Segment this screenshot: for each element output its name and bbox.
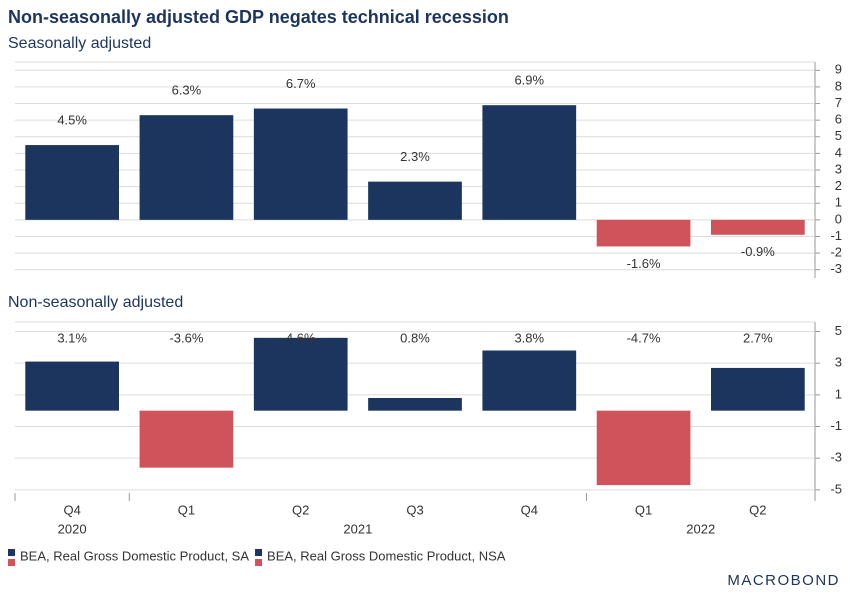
y-tick-label: 5 [835, 128, 842, 143]
bar [596, 219, 691, 247]
data-label: 2.3% [400, 149, 430, 164]
legend-swatch [8, 559, 15, 566]
data-label: -0.9% [741, 244, 775, 259]
y-tick-label: 4 [835, 145, 842, 160]
data-label: 6.7% [286, 76, 316, 91]
data-label: 3.1% [57, 330, 87, 345]
x-tick-label: Q4 [521, 502, 538, 517]
chart-title: Non-seasonally adjusted GDP negates tech… [8, 7, 509, 27]
y-tick-label: -5 [830, 481, 842, 496]
data-label: 6.9% [514, 73, 544, 88]
panel-subtitle: Non-seasonally adjusted [8, 294, 183, 311]
legend-swatch [255, 559, 263, 566]
data-label: 6.3% [172, 83, 202, 98]
data-label: 2.7% [743, 330, 773, 345]
bar [482, 105, 577, 220]
y-tick-label: -3 [830, 261, 842, 276]
x-tick-label: Q3 [406, 502, 423, 517]
bar [368, 398, 462, 411]
x-group-label: 2020 [58, 521, 87, 536]
y-tick-label: 1 [835, 386, 842, 401]
bar [139, 410, 234, 468]
legend-label: BEA, Real Gross Domestic Product, SA [20, 548, 249, 563]
data-label: -3.6% [169, 330, 203, 345]
y-tick-label: -3 [830, 450, 842, 465]
x-tick-label: Q2 [292, 502, 309, 517]
y-tick-label: -1 [830, 418, 842, 433]
legend-label: BEA, Real Gross Domestic Product, NSA [267, 548, 506, 563]
brand-logo: MACROBOND [727, 572, 840, 589]
x-tick-label: Q1 [178, 502, 195, 517]
y-tick-label: 5 [835, 323, 842, 338]
panel-subtitle: Seasonally adjusted [8, 35, 151, 52]
data-label: -4.7% [627, 330, 661, 345]
x-tick-label: Q4 [63, 502, 80, 517]
y-tick-label: 6 [835, 112, 842, 127]
y-tick-label: 3 [835, 161, 842, 176]
y-tick-label: -1 [830, 228, 842, 243]
data-label: 4.5% [57, 113, 87, 128]
bar [482, 350, 577, 411]
x-group-label: 2022 [686, 521, 715, 536]
y-tick-label: 7 [835, 95, 842, 110]
bar [596, 410, 691, 486]
bar [25, 145, 120, 220]
bar [711, 367, 805, 411]
data-label: 3.8% [514, 330, 544, 345]
bar [253, 337, 348, 411]
data-label: 0.8% [400, 330, 430, 345]
bar [368, 181, 462, 220]
legend-swatch [255, 549, 263, 556]
y-tick-label: -2 [830, 245, 842, 260]
legend-swatch [8, 549, 15, 556]
y-tick-label: 8 [835, 78, 842, 93]
y-tick-label: 1 [835, 195, 842, 210]
y-tick-label: 3 [835, 355, 842, 370]
y-tick-label: 9 [835, 62, 842, 77]
y-tick-label: 0 [835, 211, 842, 226]
bar [253, 108, 348, 220]
bar [25, 361, 120, 411]
y-tick-label: 2 [835, 178, 842, 193]
data-label: 4.6% [286, 330, 316, 345]
x-tick-label: Q1 [635, 502, 652, 517]
x-group-label: 2021 [343, 521, 372, 536]
data-label: -1.6% [627, 256, 661, 271]
bar [711, 219, 805, 235]
bar [139, 115, 234, 220]
x-tick-label: Q2 [749, 502, 766, 517]
